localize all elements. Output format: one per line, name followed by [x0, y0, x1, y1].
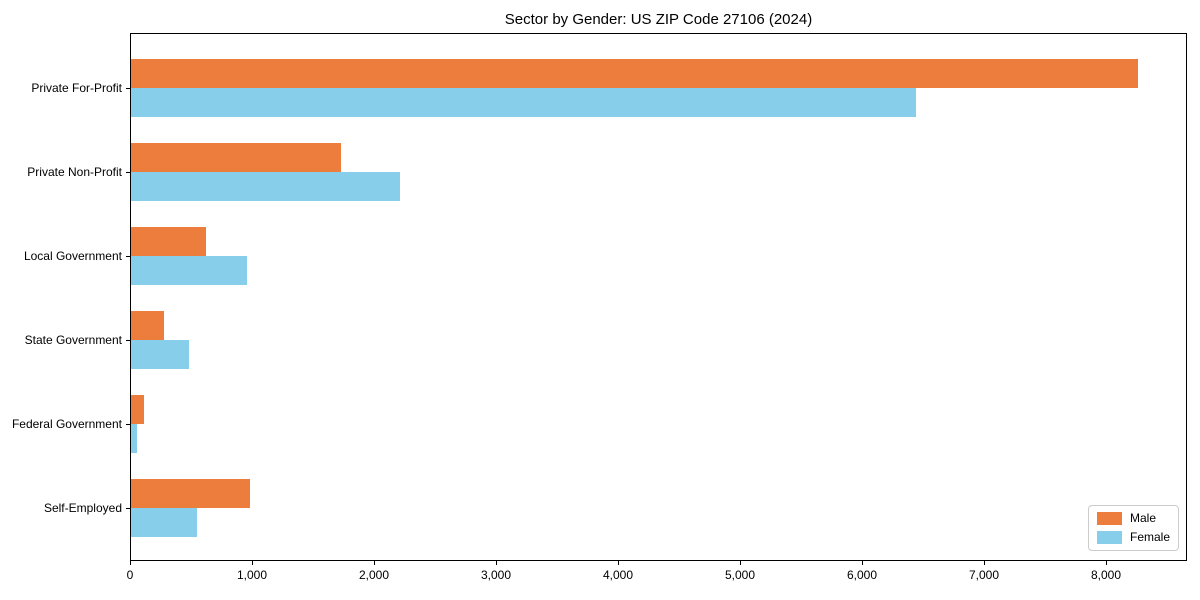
bar-female-private-non-profit [131, 172, 400, 201]
x-tick-mark [862, 561, 863, 565]
bar-female-federal-government [131, 424, 137, 453]
y-tick-label-state-government: State Government [24, 333, 122, 347]
y-tick-mark [126, 340, 130, 341]
bar-male-local-government [131, 227, 206, 256]
y-tick-mark [126, 256, 130, 257]
x-tick-label-4-000: 4,000 [602, 568, 634, 582]
x-tick-mark [740, 561, 741, 565]
y-tick-label-federal-government: Federal Government [11, 417, 122, 431]
y-tick-label-local-government: Local Government [23, 249, 122, 263]
bar-female-self-employed [131, 508, 197, 537]
y-tick-label-private-non-profit: Private Non-Profit [27, 165, 122, 179]
chart-title: Sector by Gender: US ZIP Code 27106 (202… [504, 11, 813, 28]
legend-item-female: Female [1096, 530, 1170, 544]
x-tick-label-5-000: 5,000 [724, 568, 756, 582]
x-tick-label-8-000: 8,000 [1090, 568, 1122, 582]
x-tick-label-0: 0 [126, 568, 134, 582]
y-tick-mark [126, 88, 130, 89]
x-tick-mark [496, 561, 497, 565]
legend-label-male: Male [1129, 511, 1156, 525]
y-tick-label-private-for-profit: Private For-Profit [31, 81, 122, 95]
y-tick-mark [126, 172, 130, 173]
bar-male-state-government [131, 311, 164, 340]
y-tick-mark [126, 424, 130, 425]
x-tick-label-3-000: 3,000 [480, 568, 512, 582]
legend: Male Female [1087, 505, 1179, 551]
legend-swatch-male [1096, 511, 1122, 525]
x-tick-mark [1106, 561, 1107, 565]
legend-item-male: Male [1096, 511, 1170, 525]
y-tick-label-self-employed: Self-Employed [43, 501, 122, 515]
legend-swatch-female [1096, 530, 1122, 544]
x-tick-label-6-000: 6,000 [846, 568, 878, 582]
x-tick-mark [618, 561, 619, 565]
bar-female-private-for-profit [131, 88, 916, 117]
x-tick-label-2-000: 2,000 [358, 568, 390, 582]
x-tick-mark [130, 561, 131, 565]
legend-label-female: Female [1129, 530, 1170, 544]
bar-male-private-non-profit [131, 143, 341, 172]
x-tick-label-1-000: 1,000 [236, 568, 268, 582]
x-tick-mark [374, 561, 375, 565]
bar-female-state-government [131, 340, 189, 369]
y-tick-mark [126, 508, 130, 509]
bar-male-private-for-profit [131, 59, 1138, 88]
bar-female-local-government [131, 256, 247, 285]
x-tick-mark [984, 561, 985, 565]
x-tick-label-7-000: 7,000 [968, 568, 1000, 582]
x-tick-mark [252, 561, 253, 565]
bar-male-self-employed [131, 479, 250, 508]
bar-male-federal-government [131, 395, 144, 424]
plot-area: Male Female [130, 33, 1187, 561]
